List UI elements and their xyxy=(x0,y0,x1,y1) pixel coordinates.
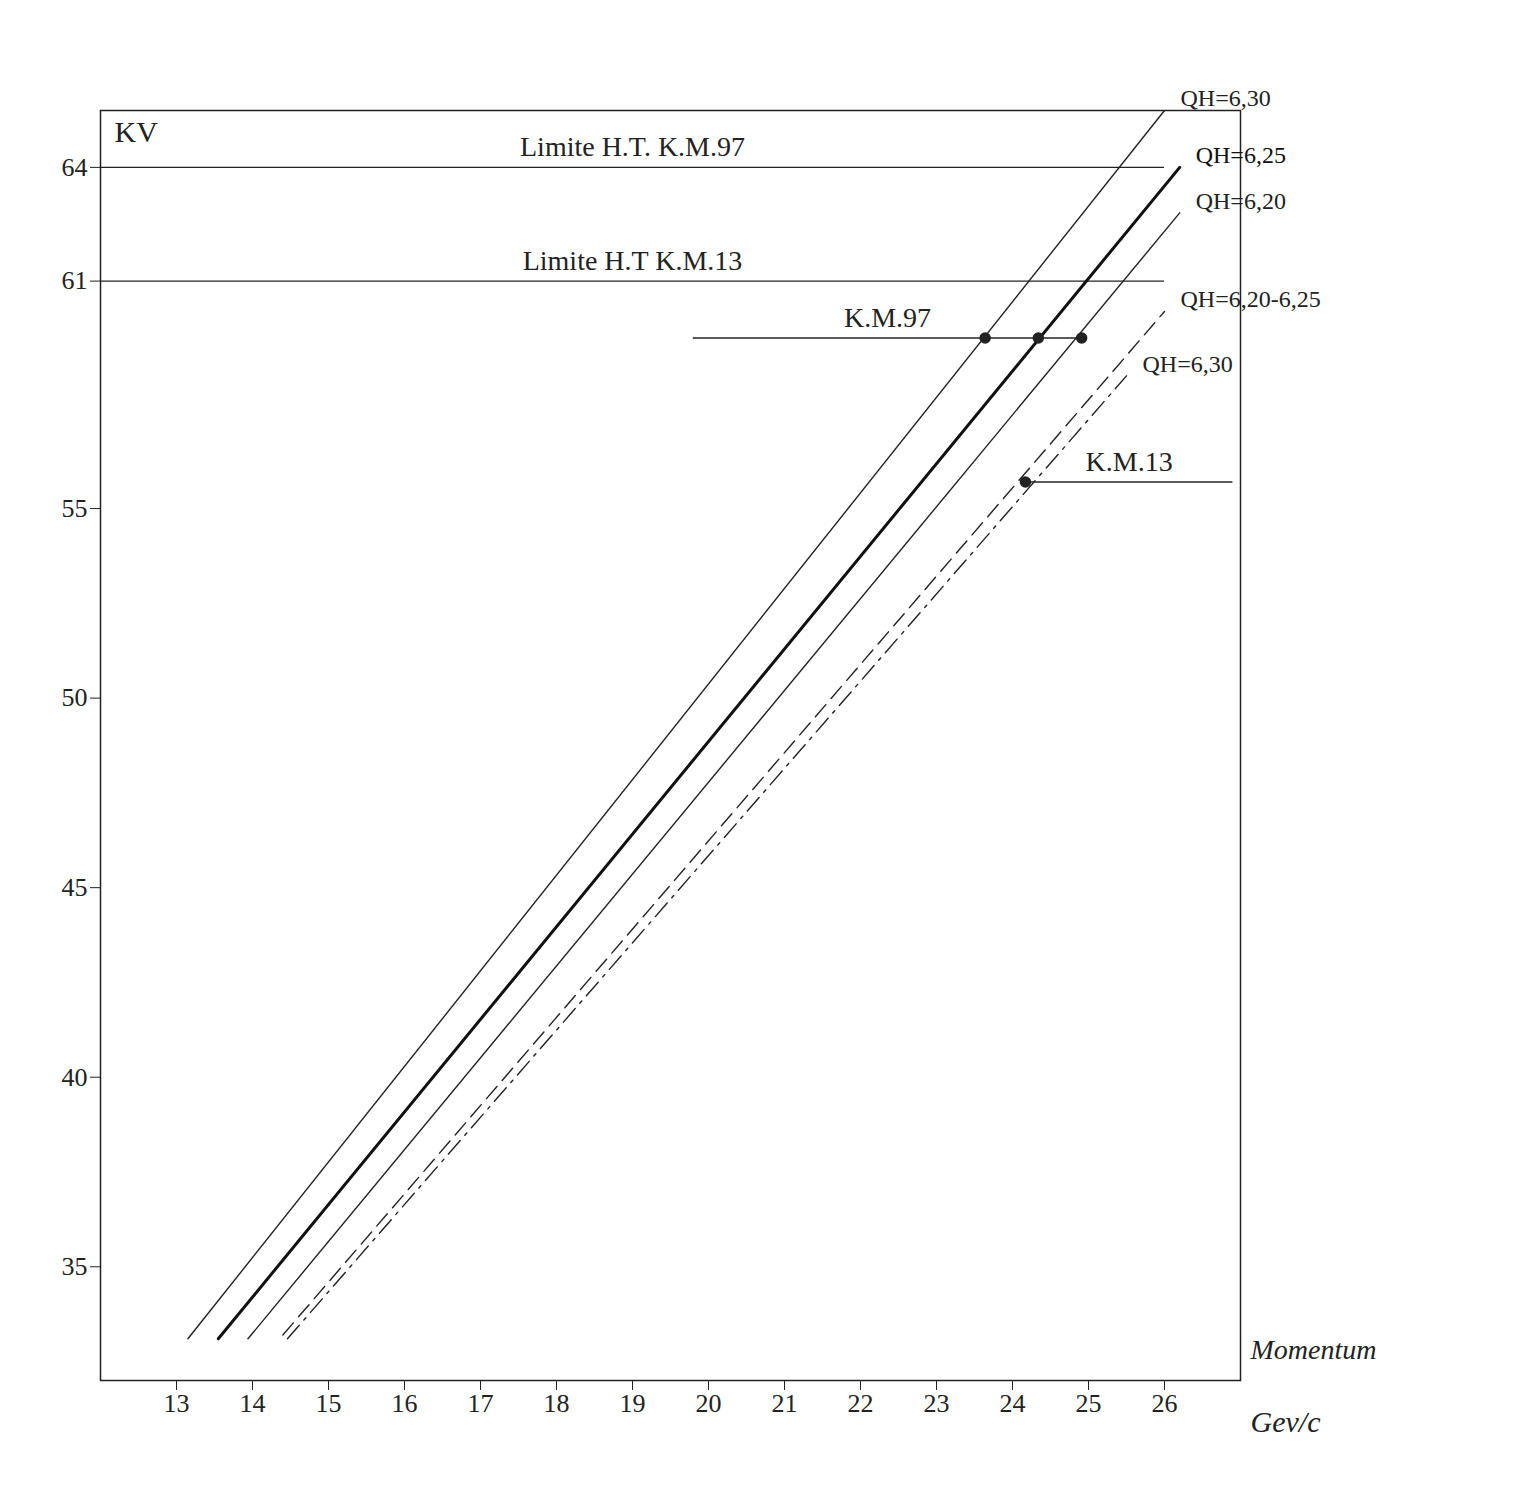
svg-text:18: 18 xyxy=(544,1389,570,1418)
svg-text:64: 64 xyxy=(62,153,88,182)
svg-text:40: 40 xyxy=(62,1063,88,1092)
svg-text:26: 26 xyxy=(1152,1389,1178,1418)
svg-text:16: 16 xyxy=(392,1389,418,1418)
svg-text:Momentum: Momentum xyxy=(1250,1334,1377,1365)
svg-text:13: 13 xyxy=(164,1389,190,1418)
svg-text:14: 14 xyxy=(240,1389,266,1418)
svg-text:20: 20 xyxy=(696,1389,722,1418)
svg-text:25: 25 xyxy=(1076,1389,1102,1418)
svg-text:61: 61 xyxy=(62,266,88,295)
svg-text:23: 23 xyxy=(924,1389,950,1418)
svg-text:19: 19 xyxy=(620,1389,646,1418)
svg-text:Limite H.T. K.M.97: Limite H.T. K.M.97 xyxy=(520,131,745,162)
svg-text:55: 55 xyxy=(62,494,88,523)
svg-text:35: 35 xyxy=(62,1252,88,1281)
svg-text:QH=6,30: QH=6,30 xyxy=(1181,85,1271,111)
svg-text:Gev/c: Gev/c xyxy=(1251,1405,1321,1438)
svg-text:21: 21 xyxy=(772,1389,798,1418)
svg-text:15: 15 xyxy=(316,1389,342,1418)
svg-text:QH=6,30: QH=6,30 xyxy=(1143,351,1233,377)
svg-text:QH=6,20: QH=6,20 xyxy=(1196,188,1286,214)
svg-text:24: 24 xyxy=(1000,1389,1026,1418)
svg-text:17: 17 xyxy=(468,1389,494,1418)
svg-text:22: 22 xyxy=(848,1389,874,1418)
svg-text:Limite H.T K.M.13: Limite H.T K.M.13 xyxy=(523,245,743,276)
svg-text:50: 50 xyxy=(62,683,88,712)
svg-text:K.M.13: K.M.13 xyxy=(1086,446,1173,477)
svg-text:45: 45 xyxy=(62,873,88,902)
svg-text:KV: KV xyxy=(115,115,159,148)
svg-text:K.M.97: K.M.97 xyxy=(844,302,931,333)
svg-text:QH=6,20-6,25: QH=6,20-6,25 xyxy=(1181,286,1321,312)
svg-text:QH=6,25: QH=6,25 xyxy=(1196,142,1286,168)
